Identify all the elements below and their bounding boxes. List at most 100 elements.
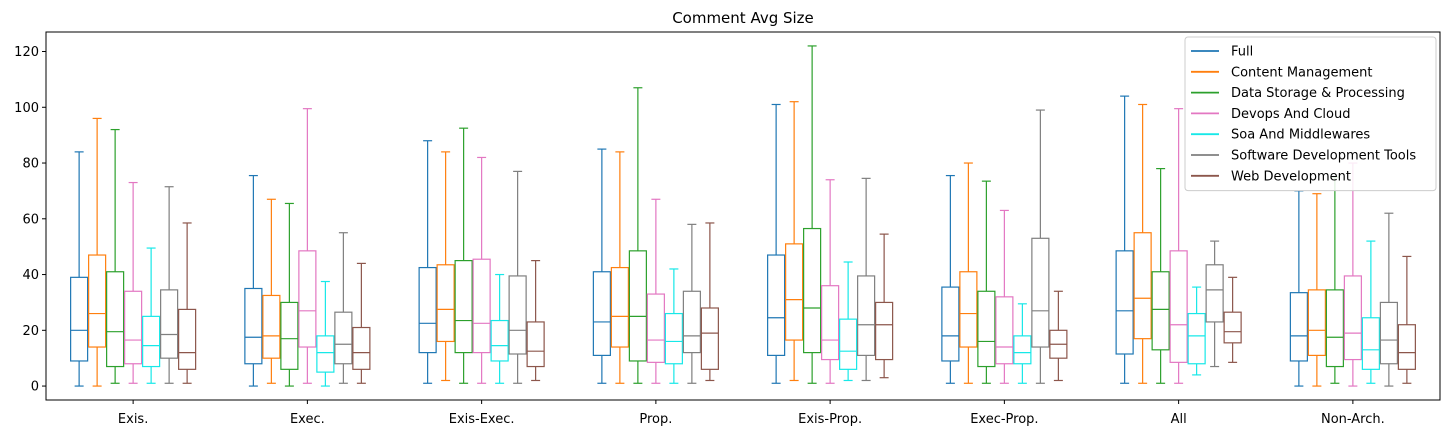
box-iqr <box>941 286 960 362</box>
box-plot <box>959 162 978 384</box>
box-plot <box>454 127 473 384</box>
legend-box <box>1184 36 1437 192</box>
box-iqr <box>124 290 143 365</box>
x-tick-label: All <box>1171 412 1187 427</box>
box-iqr <box>352 326 371 370</box>
x-axis: Exis. Exec. Exis-Exec. Prop. Exis-Prop. Exec-… <box>118 400 1385 427</box>
box-iqr <box>490 319 509 362</box>
box-plot <box>1397 255 1416 384</box>
box-iqr <box>1115 250 1134 355</box>
box-plot <box>88 117 107 387</box>
box-plot <box>1133 103 1152 384</box>
box-plot <box>941 174 960 384</box>
box-plot <box>767 103 786 384</box>
box-plot <box>700 222 719 382</box>
box-iqr <box>1031 237 1050 348</box>
legend: Full Content Management Data Storage & Pro… <box>1184 36 1437 192</box>
x-tick-label: Non-Arch. <box>1321 412 1385 427</box>
box-iqr <box>1169 250 1188 363</box>
box-plot <box>490 273 509 384</box>
series-2 <box>106 45 1344 387</box>
box-iqr <box>1223 311 1242 344</box>
box-iqr <box>1397 324 1416 370</box>
legend-label: Software Development Tools <box>1231 149 1416 164</box>
box-plot <box>472 156 491 384</box>
box-plot <box>508 170 527 384</box>
legend-label: Data Storage & Processing <box>1231 86 1405 101</box>
box-iqr <box>610 266 629 348</box>
box-plot <box>1205 240 1224 368</box>
box-plot <box>1115 95 1134 384</box>
box-iqr <box>1133 232 1152 340</box>
box-plot <box>646 198 665 384</box>
x-tick-label: Exis. <box>118 412 148 427</box>
box-plot <box>160 186 179 384</box>
box-iqr <box>1289 292 1308 362</box>
box-plot <box>857 177 876 382</box>
x-tick-label: Prop. <box>639 412 672 427</box>
box-plot <box>436 151 455 382</box>
box-iqr <box>857 275 876 356</box>
box-iqr <box>803 227 822 354</box>
y-tick-label: 120 <box>14 45 39 60</box>
box-plot <box>142 247 161 384</box>
box-iqr <box>1343 275 1362 361</box>
chart-title: Comment Avg Size <box>672 9 814 27</box>
box-iqr <box>1187 312 1206 365</box>
box-plot <box>977 180 996 384</box>
box-iqr <box>664 312 683 365</box>
box-plot <box>1379 212 1398 387</box>
box-iqr <box>142 315 161 368</box>
series-5 <box>160 109 1398 387</box>
box-iqr <box>454 260 473 354</box>
box-plot <box>803 45 822 384</box>
box-plot <box>1307 193 1326 387</box>
box-iqr <box>106 271 125 368</box>
box-iqr <box>280 301 299 370</box>
box-plot <box>821 179 840 384</box>
box-plot <box>418 140 437 384</box>
box-iqr <box>785 243 804 341</box>
box-iqr <box>977 290 996 368</box>
box-plot <box>124 181 143 384</box>
box-plot <box>280 202 299 387</box>
box-iqr <box>682 290 701 354</box>
box-plot <box>526 260 545 382</box>
box-iqr <box>821 285 840 361</box>
box-iqr <box>526 321 545 368</box>
legend-label: Devops And Cloud <box>1231 107 1350 122</box>
box-iqr <box>70 276 89 362</box>
box-iqr <box>1361 317 1380 370</box>
box-plot <box>106 128 125 384</box>
box-iqr <box>244 287 263 365</box>
y-tick-label: 80 <box>22 157 39 172</box>
series-6 <box>178 222 1416 384</box>
box-plot <box>244 174 263 387</box>
legend-label: Soa And Middlewares <box>1231 128 1370 143</box>
box-iqr <box>592 271 611 356</box>
box-plot <box>352 262 371 384</box>
x-tick-label: Exec. <box>290 412 325 427</box>
box-plot <box>1289 190 1308 387</box>
y-tick-label: 40 <box>22 268 39 283</box>
series-4 <box>142 240 1380 387</box>
box-plot <box>1361 240 1380 384</box>
box-iqr <box>1307 289 1326 356</box>
box-plot <box>785 101 804 382</box>
box-plot <box>1169 108 1188 384</box>
y-tick-label: 60 <box>22 212 39 227</box>
box-iqr <box>959 271 978 348</box>
series-0 <box>70 95 1308 387</box>
x-tick-label: Exec-Prop. <box>970 412 1038 427</box>
box-iqr <box>995 296 1014 365</box>
box-iqr <box>316 335 335 373</box>
box-plot <box>610 151 629 384</box>
y-tick-label: 0 <box>31 380 39 395</box>
box-plot <box>178 222 197 384</box>
legend-label: Content Management <box>1231 65 1372 80</box>
box-iqr <box>298 250 317 348</box>
series-3 <box>124 108 1362 387</box>
box-iqr <box>436 264 455 343</box>
box-iqr <box>1379 301 1398 365</box>
